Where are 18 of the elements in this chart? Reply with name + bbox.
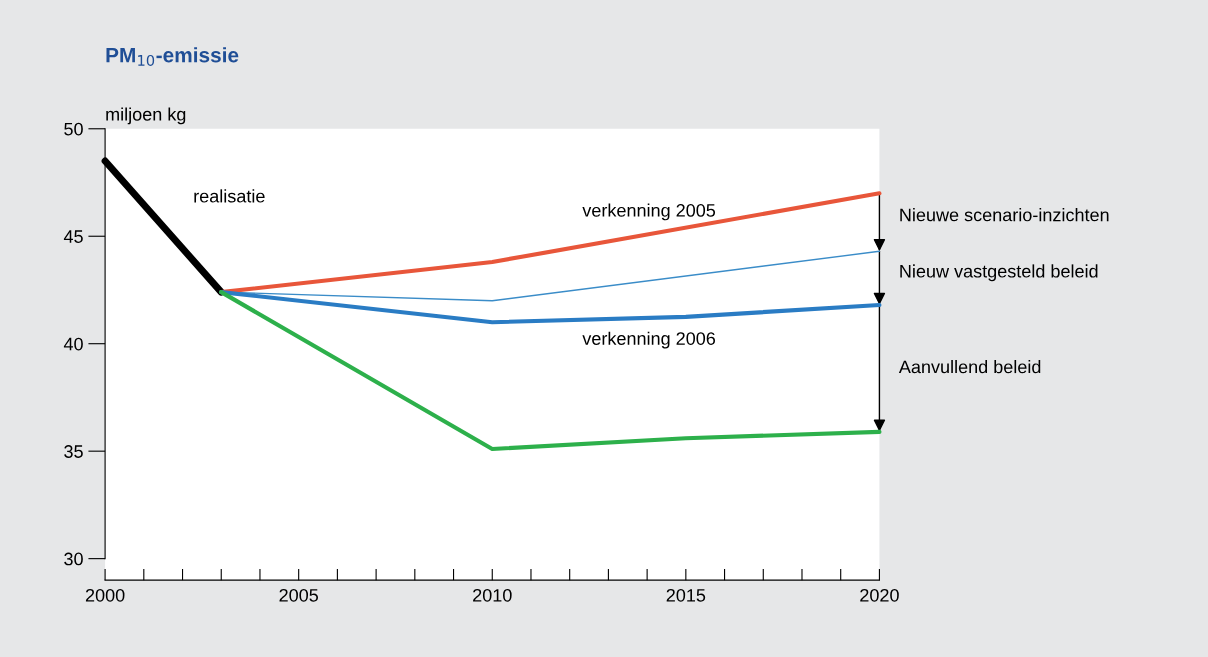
x-tick-label: 2020 — [860, 588, 899, 602]
text: realisatie — [194, 189, 265, 203]
text: Nieuw vastgesteld beleid — [900, 264, 1098, 282]
series-label: verkenning 2006 — [582, 331, 716, 349]
text: Nieuwe scenario-inzichten — [900, 208, 1109, 222]
y-tick-label: 50 — [64, 122, 83, 136]
series-label: verkenning 2005 — [582, 203, 716, 221]
x-tick-label: 2005 — [279, 588, 319, 602]
x-tick-label: 2000 — [85, 588, 125, 602]
y-tick-label: 35 — [64, 445, 83, 458]
y-tick-label: 45 — [63, 230, 83, 243]
y-tick-label: 40 — [63, 337, 83, 351]
chart-title: PM$_{10}$-emissie — [106, 47, 239, 66]
y-axis-title: miljoen kg — [106, 107, 186, 125]
x-tick-label: 2010 — [473, 588, 512, 602]
y-tick-label: 30 — [64, 552, 83, 566]
text: Aanvullend beleid — [898, 360, 1041, 374]
x-tick-label: 2015 — [666, 588, 706, 602]
